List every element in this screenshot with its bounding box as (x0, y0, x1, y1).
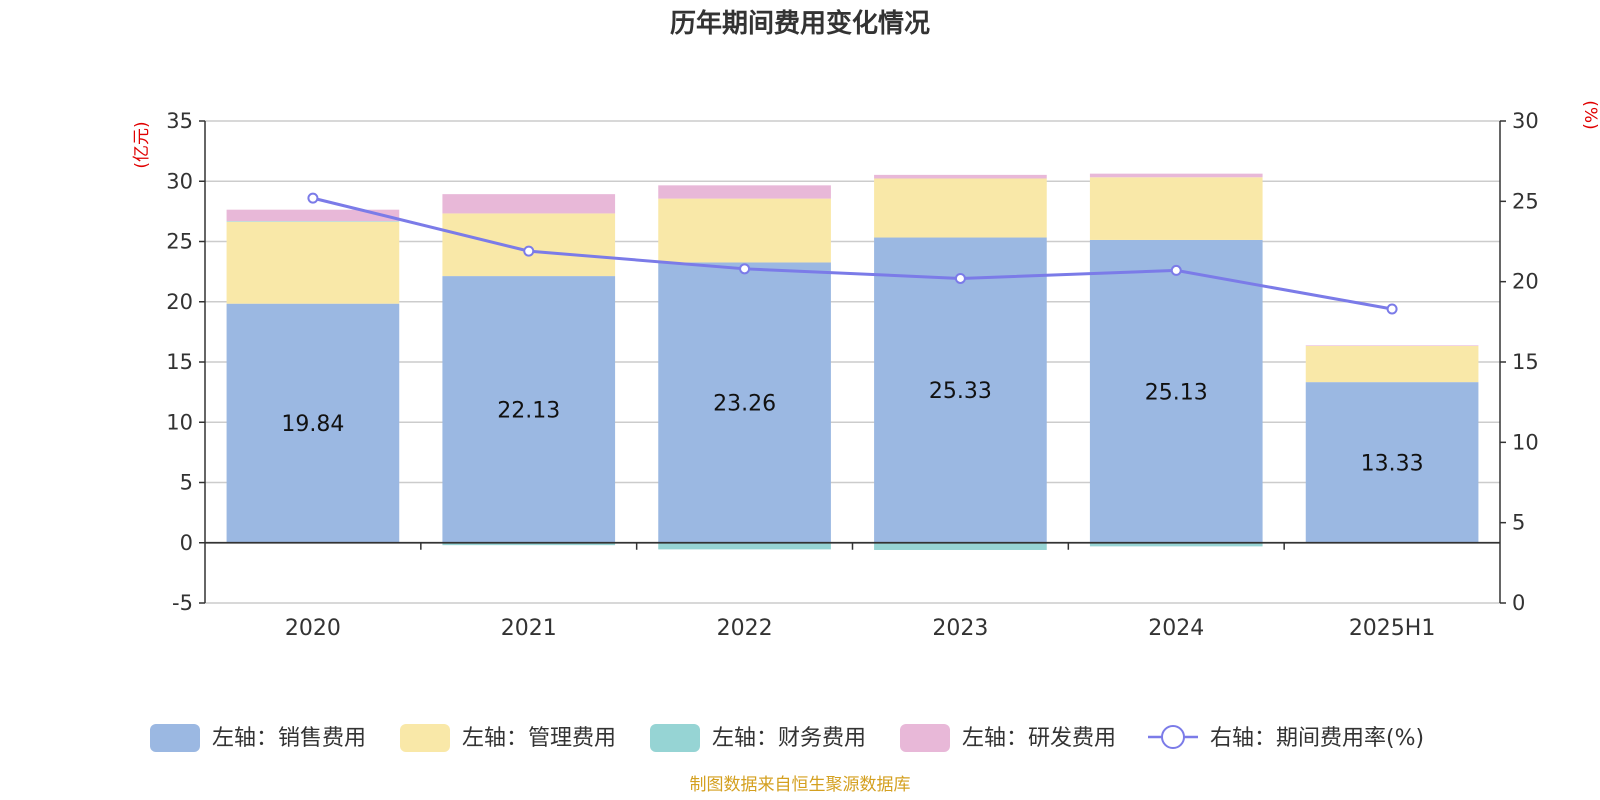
legend-label: 左轴：管理费用 (462, 726, 616, 751)
bar-segment (442, 276, 616, 543)
left-tick-label: 5 (180, 471, 193, 495)
bar-segment (874, 178, 1047, 238)
axes: -5 0 5 10 15 20 25 30 35 0 5 10 15 20 25 30 2020 2021 2022… (166, 109, 1538, 641)
chart-title: 历年期间费用变化情况 (670, 8, 930, 39)
bar-segment (658, 262, 831, 543)
left-tick-label: 10 (166, 410, 193, 434)
left-tick-label: -5 (172, 591, 193, 615)
data-label: 22.13 (497, 398, 560, 423)
bar-segment (874, 542, 1047, 550)
legend-label: 左轴：研发费用 (962, 726, 1116, 751)
category-label: 2025H1 (1349, 616, 1436, 641)
rate-point (954, 272, 966, 284)
category-label: 2020 (285, 616, 341, 641)
bar-segment (442, 542, 616, 546)
data-label: 25.13 (1145, 380, 1208, 405)
left-tick-label: 20 (166, 290, 193, 314)
bar-segment (658, 542, 831, 550)
right-tick-label: 30 (1512, 109, 1539, 133)
rate-point (739, 263, 751, 275)
bars (226, 173, 1479, 550)
bar-segment (1305, 345, 1479, 383)
grid-lines (205, 120, 1500, 604)
left-tick-label: 15 (166, 350, 193, 374)
legend-swatch (400, 724, 450, 752)
data-label: 19.84 (281, 412, 344, 437)
left-tick-label: 30 (166, 169, 193, 193)
rate-point (523, 245, 535, 257)
category-label: 2022 (717, 616, 773, 641)
bar-segment (874, 174, 1047, 179)
legend-label: 左轴：销售费用 (212, 726, 366, 751)
legend-swatch (150, 724, 200, 752)
legend-swatch (650, 724, 700, 752)
bar-segment (1089, 542, 1263, 547)
data-label: 23.26 (713, 392, 776, 417)
rate-point (1386, 303, 1398, 315)
bar-segment (1089, 177, 1263, 240)
data-label: 13.33 (1361, 451, 1424, 476)
bar-segment (1089, 173, 1263, 178)
right-tick-label: 15 (1512, 350, 1539, 374)
source-note: 制图数据来自恒生聚源数据库 (690, 775, 911, 795)
legend-label: 右轴：期间费用率(%) (1210, 726, 1424, 751)
bar-segment (442, 194, 616, 214)
right-tick-label: 0 (1512, 591, 1525, 615)
bar-segment (658, 185, 831, 199)
right-tick-label: 25 (1512, 189, 1539, 213)
bar-segment (226, 221, 400, 222)
category-label: 2021 (501, 616, 557, 641)
data-labels: 19.84 22.13 23.26 25.33 25.13 13.33 (281, 379, 1423, 476)
rate-line-path (312, 196, 1393, 311)
right-axis-unit: (%) (1580, 100, 1600, 129)
left-tick-label: 35 (166, 109, 193, 133)
bar-segment (874, 237, 1047, 543)
bar-segment (1305, 345, 1479, 346)
bar-segment (1089, 239, 1263, 543)
left-tick-label: 25 (166, 230, 193, 254)
legend: 左轴：销售费用 左轴：管理费用 左轴：财务费用 左轴：研发费用 右轴：期间费用率(%) (150, 724, 1424, 752)
bar-segment (442, 213, 616, 277)
category-label: 2023 (932, 616, 988, 641)
rate-line (307, 192, 1398, 315)
bar-segment (1305, 382, 1479, 543)
category-label: 2024 (1148, 616, 1204, 641)
bar-segment (226, 221, 400, 304)
right-tick-label: 5 (1512, 511, 1525, 535)
bar-segment (658, 198, 831, 263)
legend-label: 左轴：财务费用 (712, 726, 866, 751)
bar-segment (226, 303, 400, 543)
bar-segment (226, 209, 400, 222)
rate-point (307, 192, 319, 204)
data-label: 25.33 (929, 379, 992, 404)
legend-marker (1161, 725, 1185, 749)
left-axis-unit: (亿元) (132, 121, 152, 168)
left-tick-label: 0 (180, 531, 193, 555)
rate-point (1170, 264, 1182, 276)
legend-swatch (900, 724, 950, 752)
right-tick-label: 20 (1512, 270, 1539, 294)
right-tick-label: 10 (1512, 430, 1539, 454)
